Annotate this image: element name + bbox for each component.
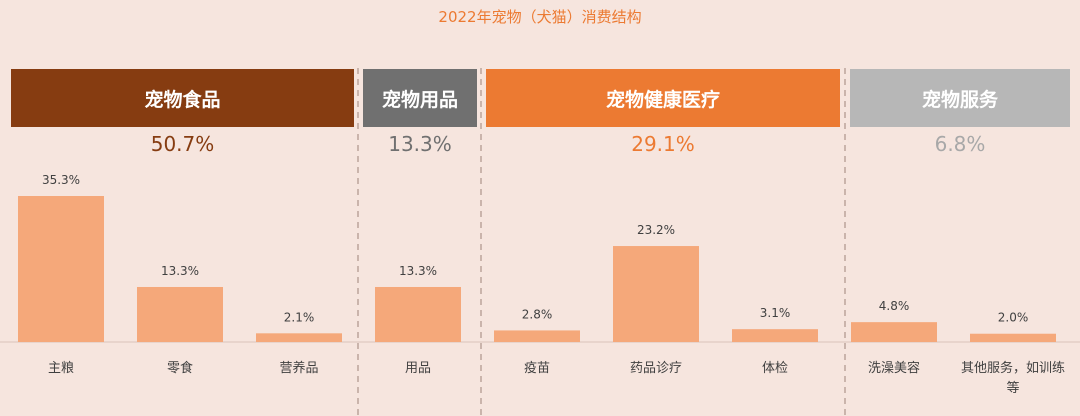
category-label: 其他服务，如训练等 [961, 360, 1065, 396]
group-share-pet-services: 6.8% [934, 132, 986, 156]
category-label: 疫苗 [524, 360, 550, 376]
bar [494, 330, 580, 342]
bar-value-label: 13.3% [399, 264, 437, 278]
group-header-pet-food: 宠物食品 [11, 69, 354, 127]
bar [732, 329, 818, 342]
bar-value-label: 2.0% [998, 311, 1029, 325]
bar [375, 286, 461, 342]
group-header-pet-supplies: 宠物用品 [363, 69, 477, 127]
group-share-pet-supplies: 13.3% [388, 132, 452, 156]
category-label: 用品 [405, 361, 431, 376]
bar [613, 246, 699, 342]
bar-value-label: 23.2% [637, 223, 675, 237]
group-header-pet-health: 宠物健康医疗 [486, 69, 840, 127]
bar [256, 333, 342, 342]
bar-value-label: 3.1% [760, 306, 791, 320]
group-share-pet-health: 29.1% [631, 132, 695, 156]
bar [851, 322, 937, 342]
group-header-pet-services: 宠物服务 [850, 69, 1070, 127]
chart-title: 2022年宠物（犬猫）消费结构 [438, 8, 642, 26]
bar [970, 333, 1056, 342]
category-label: 药品诊疗 [630, 361, 682, 376]
category-label: 零食 [167, 360, 193, 376]
bar [18, 196, 104, 342]
bar-value-label: 35.3% [42, 173, 80, 187]
category-label: 体检 [762, 361, 788, 376]
category-label: 洗澡美容 [868, 360, 920, 376]
bar-value-label: 4.8% [879, 299, 910, 313]
category-label: 主粮 [48, 361, 74, 376]
bar [137, 286, 223, 342]
bar-value-label: 2.8% [522, 307, 553, 321]
group-share-pet-food: 50.7% [150, 132, 215, 156]
bar-value-label: 2.1% [284, 310, 315, 324]
bar-value-label: 13.3% [161, 264, 199, 278]
category-label: 营养品 [279, 360, 318, 376]
